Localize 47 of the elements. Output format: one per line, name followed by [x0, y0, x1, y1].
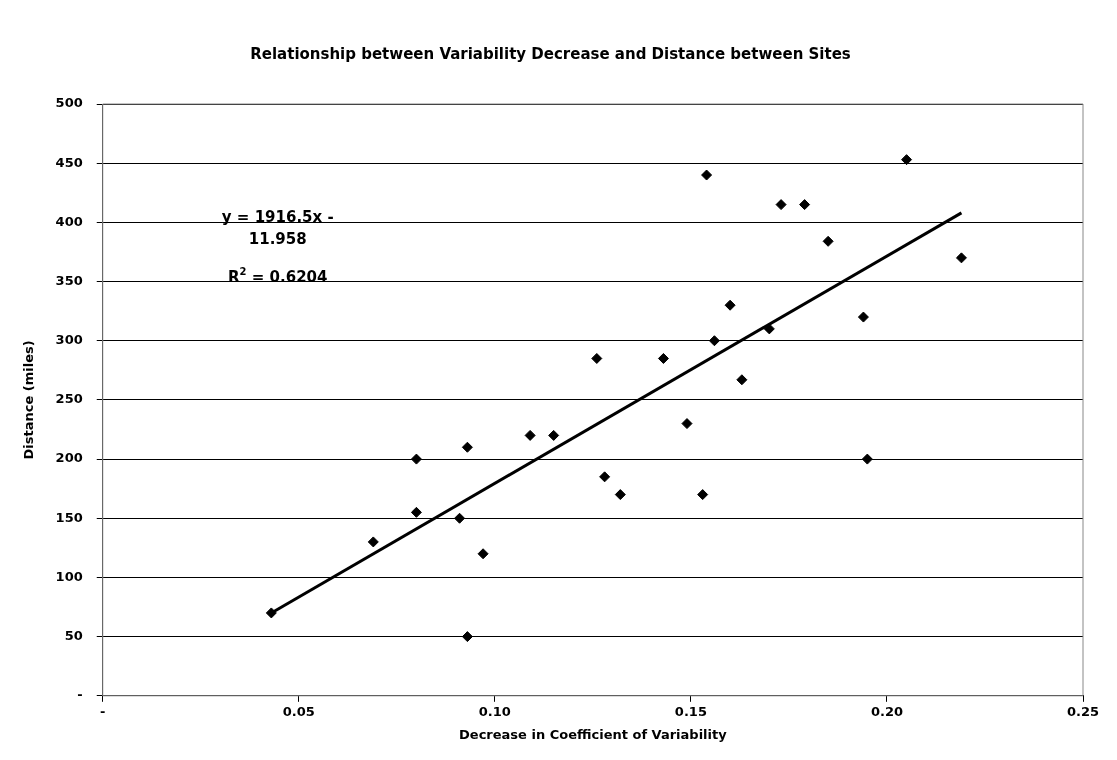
point [410, 453, 422, 465]
y-tick-label: - [77, 687, 83, 703]
y-tick-label: 500 [55, 95, 83, 111]
y-tick-label: 250 [55, 391, 83, 407]
point [697, 489, 709, 501]
point [724, 299, 736, 311]
point [614, 489, 626, 501]
point [857, 311, 869, 323]
point [861, 453, 873, 465]
point [681, 418, 693, 430]
point [461, 631, 473, 643]
point [901, 154, 913, 166]
y-tick-label: 50 [64, 627, 83, 643]
point [657, 352, 669, 364]
point [410, 506, 422, 518]
point [775, 199, 787, 211]
y-axis-title: Distance (miles) [21, 340, 37, 460]
x-tick-label: 0.15 [674, 703, 707, 719]
point [599, 471, 611, 483]
point [708, 335, 720, 347]
x-tick-label: 0.20 [870, 703, 903, 719]
y-tick-label: 200 [55, 450, 83, 466]
y-tick-label: 100 [55, 568, 83, 584]
point [367, 536, 379, 548]
point [736, 374, 748, 386]
point [548, 429, 560, 441]
point [822, 235, 834, 247]
point [591, 352, 603, 364]
point [524, 429, 536, 441]
point [265, 607, 277, 619]
x-tick-label: 0.25 [1066, 703, 1100, 719]
point [799, 199, 811, 211]
y-tick-label: 300 [55, 332, 83, 348]
point [477, 548, 489, 560]
y-tick-label: 350 [55, 272, 83, 288]
x-tick-label: 0.10 [478, 703, 511, 719]
y-tick-label: 400 [55, 213, 83, 229]
x-tick-label: - [100, 703, 106, 719]
y-tick-label: 450 [55, 154, 83, 170]
x-tick-label: 0.05 [282, 703, 315, 719]
point [955, 252, 967, 264]
x-axis-title: Decrease in Coefficient of Variability [459, 726, 728, 742]
y-tick-label: 150 [55, 509, 83, 525]
point [454, 512, 466, 524]
point [701, 169, 713, 181]
point [461, 441, 473, 453]
chart-title: Relationship between Variability Decrease and Distance between Sites [250, 44, 851, 63]
